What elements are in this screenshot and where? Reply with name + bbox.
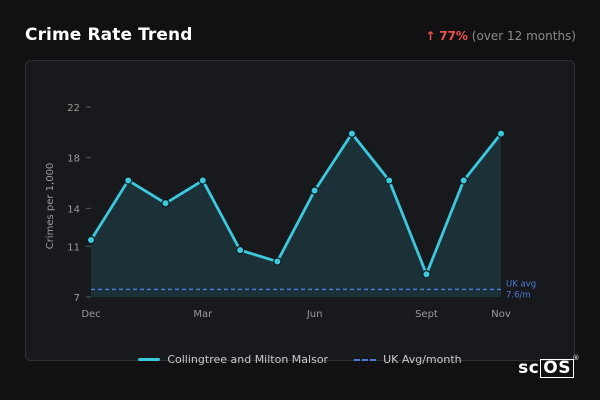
data-point-2 [161, 199, 170, 208]
legend-item-series[interactable]: Collingtree and Milton Malsor [138, 353, 328, 366]
legend-item-uk-avg[interactable]: UK Avg/month [354, 353, 462, 366]
series-line [89, 132, 503, 276]
legend-dashed-swatch [354, 358, 377, 361]
logo-text-prefix: sc [518, 358, 540, 378]
x-tick-label-sept: Sept [415, 309, 438, 320]
y-tick-label-11: 11 [67, 242, 80, 253]
legend-series-label: Collingtree and Milton Malsor [167, 353, 329, 366]
change-percent: 77% [439, 29, 468, 43]
y-tick-label-18: 18 [67, 154, 80, 165]
x-tick-label-dec: Dec [81, 309, 100, 320]
data-point-11 [496, 129, 506, 138]
legend-line-swatch [138, 358, 161, 361]
data-point-0 [86, 235, 96, 245]
data-point-4 [235, 245, 245, 255]
y-tick-label-14: 14 [67, 204, 80, 215]
series-area-fill [91, 133, 501, 297]
y-axis-label: Crimes per 1,000 [45, 163, 56, 250]
data-point-8 [384, 176, 394, 185]
data-point-5 [273, 257, 282, 266]
y-tick-label-22: 22 [67, 103, 80, 114]
change-note: (over 12 months) [471, 29, 576, 43]
uk-avg-label-line2: 7.6/m [506, 290, 531, 300]
legend-avg-label: UK Avg/month [383, 353, 462, 366]
data-point-7 [347, 129, 357, 138]
up-arrow-icon: ↑ [425, 29, 436, 43]
chart-legend: Collingtree and Milton Malsor UK Avg/mon… [0, 353, 600, 366]
change-indicator: ↑ 77% (over 12 months) [425, 29, 576, 43]
x-tick-label-jun: Jun [306, 309, 323, 320]
logo-registered-mark: ® [572, 354, 580, 362]
logo-text-boxed: OS [540, 358, 574, 378]
scos-logo: sc OS ® [518, 354, 579, 378]
data-point-9 [422, 270, 431, 279]
y-tick-label-7: 7 [74, 293, 80, 304]
uk-avg-label-line1: UK avg [506, 279, 536, 289]
x-tick-label-nov: Nov [491, 309, 511, 320]
data-point-10 [459, 176, 468, 185]
data-point-6 [310, 186, 319, 195]
data-point-3 [198, 176, 208, 185]
x-tick-label-mar: Mar [193, 309, 213, 320]
data-point-1 [124, 176, 133, 185]
chart-title: Crime Rate Trend [25, 25, 193, 45]
